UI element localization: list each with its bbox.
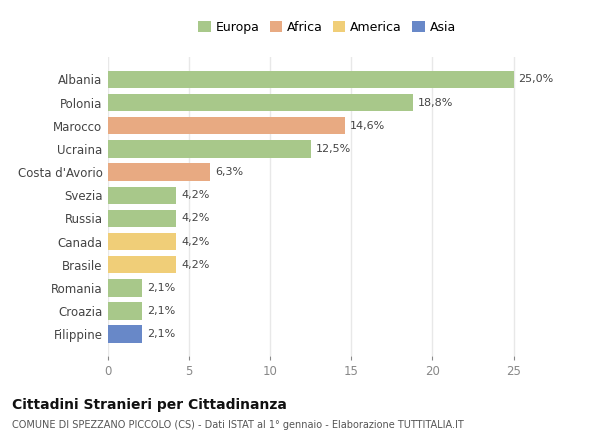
Bar xyxy=(108,187,176,204)
Text: 2,1%: 2,1% xyxy=(147,329,175,339)
Bar xyxy=(108,210,176,227)
Bar xyxy=(108,163,210,181)
Legend: Europa, Africa, America, Asia: Europa, Africa, America, Asia xyxy=(196,18,458,37)
Text: 18,8%: 18,8% xyxy=(418,98,453,108)
Text: 4,2%: 4,2% xyxy=(181,260,209,270)
Text: Cittadini Stranieri per Cittadinanza: Cittadini Stranieri per Cittadinanza xyxy=(12,398,287,412)
Text: 2,1%: 2,1% xyxy=(147,283,175,293)
Text: 6,3%: 6,3% xyxy=(215,167,243,177)
Text: 4,2%: 4,2% xyxy=(181,190,209,200)
Text: 14,6%: 14,6% xyxy=(350,121,385,131)
Bar xyxy=(108,256,176,273)
Bar xyxy=(108,117,345,135)
Text: COMUNE DI SPEZZANO PICCOLO (CS) - Dati ISTAT al 1° gennaio - Elaborazione TUTTIT: COMUNE DI SPEZZANO PICCOLO (CS) - Dati I… xyxy=(12,420,464,430)
Text: 4,2%: 4,2% xyxy=(181,213,209,224)
Bar xyxy=(108,94,413,111)
Bar xyxy=(108,326,142,343)
Bar xyxy=(108,140,311,158)
Text: 25,0%: 25,0% xyxy=(518,74,554,84)
Bar xyxy=(108,71,514,88)
Text: 12,5%: 12,5% xyxy=(316,144,351,154)
Bar xyxy=(108,279,142,297)
Bar xyxy=(108,302,142,319)
Bar xyxy=(108,233,176,250)
Text: 2,1%: 2,1% xyxy=(147,306,175,316)
Text: 4,2%: 4,2% xyxy=(181,237,209,246)
